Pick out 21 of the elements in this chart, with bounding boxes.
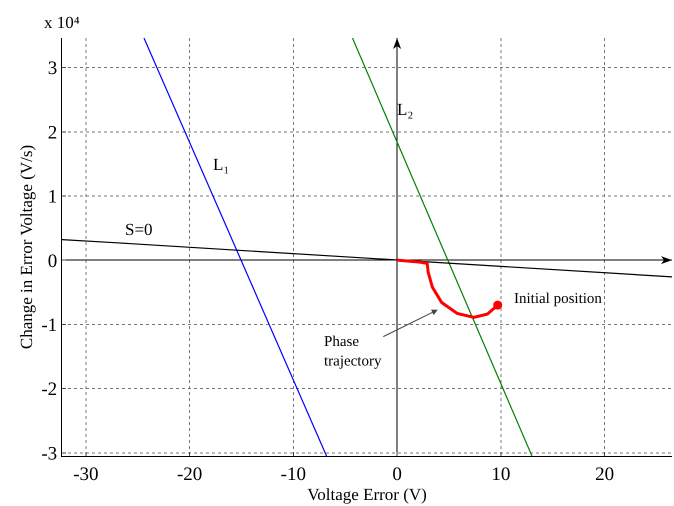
y-tick-label: 2 — [48, 122, 58, 144]
x-tick-label: 20 — [595, 464, 614, 485]
annotation: Initial position — [514, 291, 602, 307]
y-axis-title: Change in Error Voltage (V/s) — [16, 144, 36, 350]
annotation: Phase trajectory — [324, 334, 382, 370]
y-tick-label: 3 — [48, 58, 58, 80]
x-tick-label: 10 — [491, 464, 510, 485]
y-tick-label: 1 — [48, 186, 58, 208]
x-tick-label: -20 — [176, 464, 202, 485]
y-tick-label: 0 — [48, 250, 58, 272]
x-axis-title: Voltage Error (V) — [307, 485, 427, 504]
text: x 10⁴ — [44, 13, 80, 32]
x-tick-label: -10 — [280, 464, 306, 485]
series-label: S=0 — [125, 220, 153, 239]
y-tick-label: -2 — [41, 379, 58, 400]
series-label: L₁ — [213, 155, 230, 174]
y-tick-label: -3 — [41, 443, 58, 464]
series-label: L₂ — [397, 100, 414, 119]
y-tick-label: -1 — [41, 315, 58, 336]
x-tick-label: 0 — [392, 464, 402, 485]
x-tick-label: -30 — [73, 464, 99, 485]
